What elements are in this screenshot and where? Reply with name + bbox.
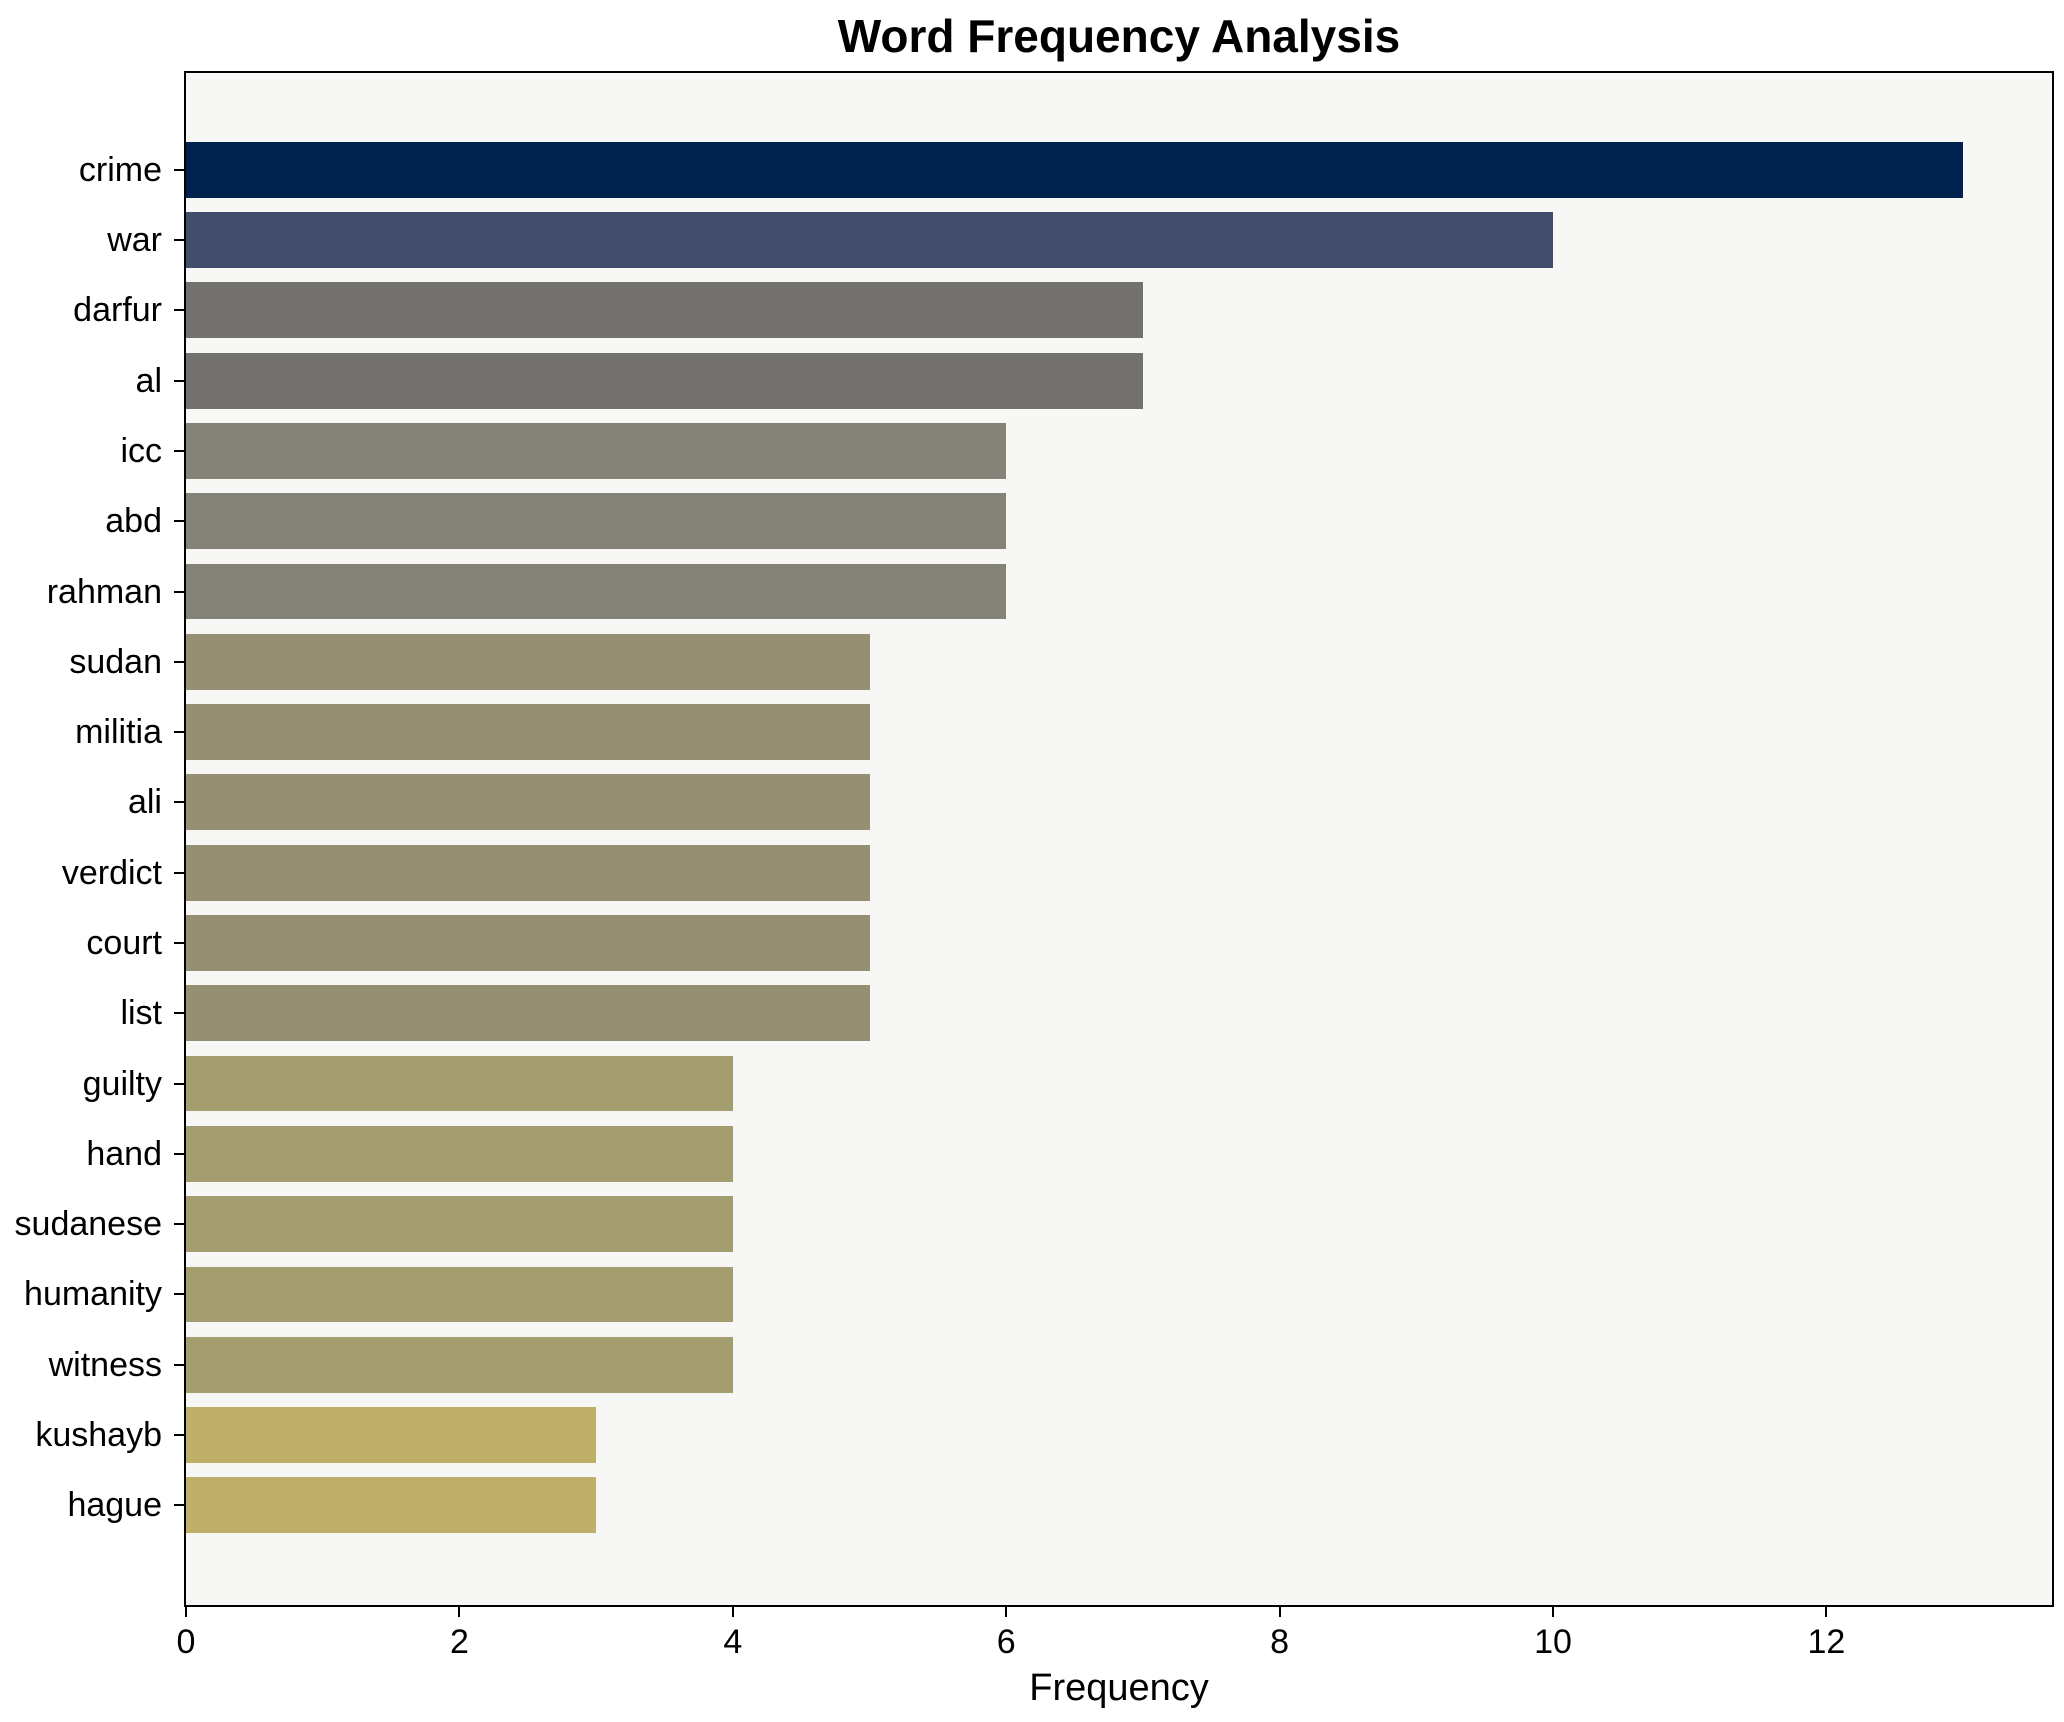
bar-crime <box>186 141 1964 198</box>
y-tick-ali <box>174 801 184 804</box>
y-tick-hague <box>174 1504 184 1507</box>
y-label-witness: witness <box>48 1345 162 1384</box>
bar-militia <box>186 704 870 761</box>
bar-ali <box>186 774 870 831</box>
bar-al <box>186 352 1143 409</box>
y-label-icc: icc <box>120 431 162 470</box>
bar-abd <box>186 493 1007 550</box>
x-tick-6 <box>1005 1607 1008 1617</box>
y-label-ali: ali <box>127 783 162 822</box>
y-tick-icc <box>174 449 184 452</box>
x-tick-label-8: 8 <box>1270 1623 1290 1661</box>
y-tick-guilty <box>174 1082 184 1085</box>
y-tick-humanity <box>174 1293 184 1296</box>
bar-humanity <box>186 1266 733 1323</box>
bar-verdict <box>186 844 870 901</box>
bar-list <box>186 985 870 1042</box>
y-tick-witness <box>174 1363 184 1366</box>
y-label-hague: hague <box>67 1486 162 1525</box>
y-label-humanity: humanity <box>24 1275 162 1314</box>
x-tick-12 <box>1825 1607 1828 1617</box>
y-tick-sudanese <box>174 1223 184 1226</box>
y-label-darfur: darfur <box>73 291 162 330</box>
y-tick-war <box>174 239 184 242</box>
y-label-sudanese: sudanese <box>14 1205 162 1244</box>
y-label-al: al <box>135 361 162 400</box>
y-tick-hand <box>174 1152 184 1155</box>
y-label-verdict: verdict <box>61 853 162 892</box>
y-tick-darfur <box>174 309 184 312</box>
y-label-abd: abd <box>105 502 162 541</box>
y-tick-sudan <box>174 660 184 663</box>
x-tick-label-10: 10 <box>1534 1623 1572 1661</box>
bar-darfur <box>186 282 1143 339</box>
y-tick-court <box>174 941 184 944</box>
bar-hand <box>186 1125 733 1182</box>
y-label-sudan: sudan <box>69 642 162 681</box>
plot-area: Word Frequency Analysis Frequency crime w… <box>15 10 2054 1707</box>
x-tick-label-12: 12 <box>1807 1623 1846 1661</box>
y-tick-verdict <box>174 871 184 874</box>
y-label-kushayb: kushayb <box>35 1416 162 1454</box>
bar-rahman <box>186 563 1007 620</box>
x-tick-8 <box>1278 1607 1281 1617</box>
y-label-hand: hand <box>86 1134 162 1173</box>
y-label-guilty: guilty <box>82 1064 162 1103</box>
bar-hague <box>186 1477 597 1534</box>
y-tick-crime <box>174 168 184 171</box>
y-label-militia: militia <box>75 713 162 752</box>
y-label-crime: crime <box>78 150 162 189</box>
bar-sudanese <box>186 1196 733 1253</box>
y-label-war: war <box>107 221 162 260</box>
y-label-rahman: rahman <box>46 572 162 611</box>
y-label-list: list <box>120 994 162 1033</box>
y-tick-kushayb <box>174 1434 184 1436</box>
bar-war <box>186 212 1554 269</box>
bar-court <box>186 915 870 971</box>
bar-guilty <box>186 1055 733 1112</box>
bar-kushayb <box>186 1407 597 1463</box>
y-tick-abd <box>174 520 184 523</box>
x-tick-2 <box>458 1607 461 1617</box>
bar-sudan <box>186 633 870 690</box>
x-tick-label-6: 6 <box>996 1623 1016 1661</box>
y-tick-al <box>174 379 184 382</box>
x-tick-0 <box>185 1607 187 1617</box>
x-tick-10 <box>1552 1607 1555 1617</box>
chart-title: Word Frequency Analysis <box>837 10 1401 62</box>
y-tick-rahman <box>174 590 184 593</box>
x-tick-label-2: 2 <box>449 1623 469 1661</box>
x-tick-label-4: 4 <box>723 1623 743 1661</box>
x-tick-4 <box>731 1607 734 1617</box>
y-tick-militia <box>174 731 184 734</box>
bar-icc <box>186 423 1007 479</box>
y-tick-list <box>174 1012 184 1015</box>
y-label-court: court <box>86 923 162 962</box>
x-axis-title: Frequency <box>1029 1667 1209 1709</box>
bar-witness <box>186 1336 733 1393</box>
x-tick-label-0: 0 <box>176 1623 196 1661</box>
